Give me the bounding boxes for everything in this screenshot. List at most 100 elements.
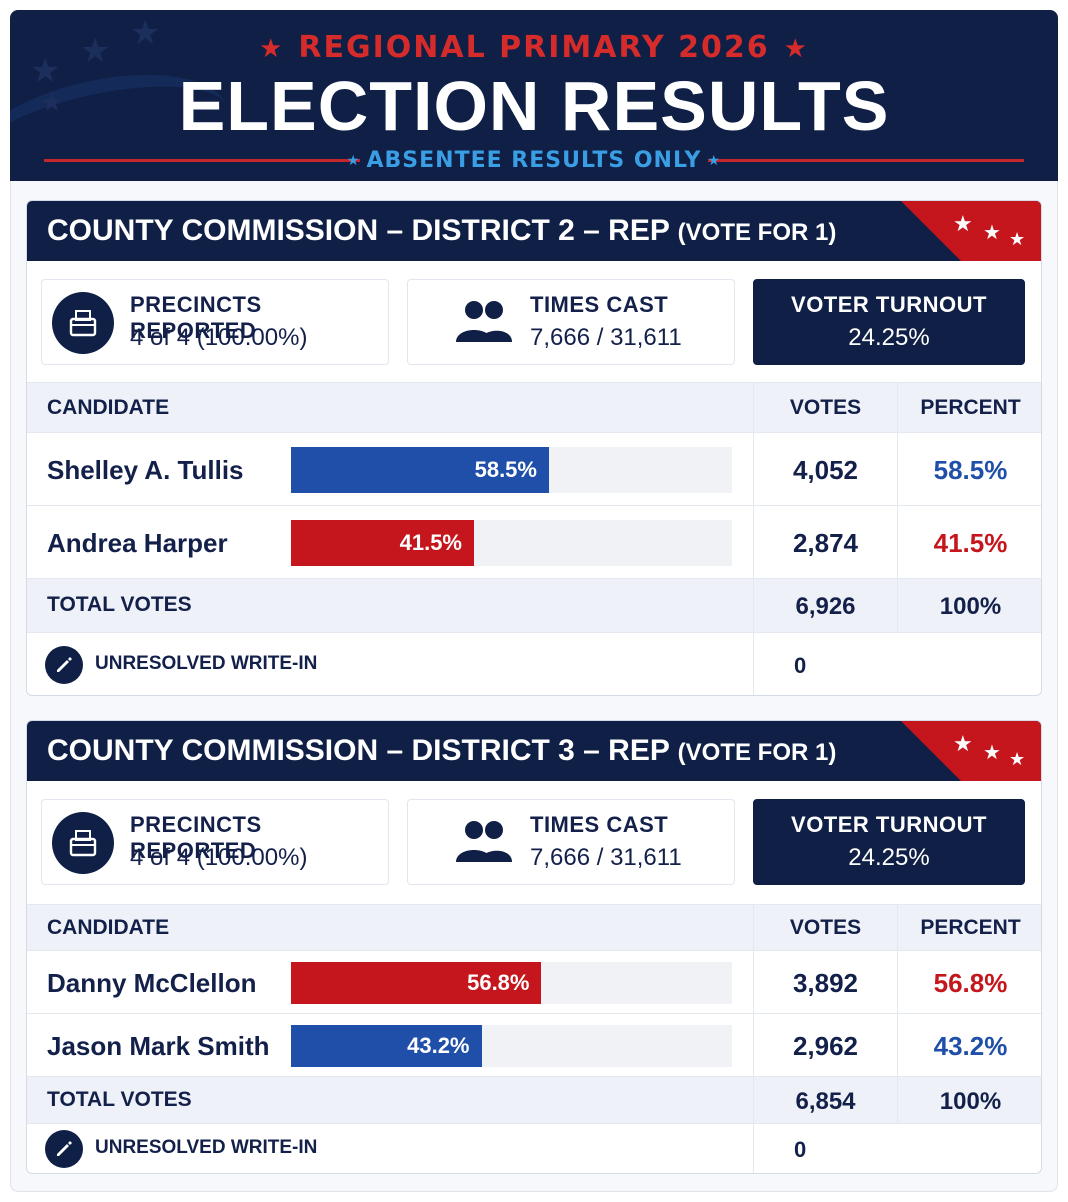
- voter-turnout-card: VOTER TURNOUT 24.25%: [753, 279, 1025, 365]
- star-icon: ★: [783, 34, 809, 64]
- people-icon: [456, 821, 512, 862]
- column-header-votes: VOTES: [753, 905, 897, 950]
- svg-text:★: ★: [1009, 229, 1025, 250]
- candidate-percent: 41.5%: [897, 506, 1041, 578]
- stars-corner-decoration: ★ ★ ★: [901, 201, 1041, 261]
- race-title: COUNTY COMMISSION – DISTRICT 3 – REP (VO…: [47, 734, 836, 768]
- header-subtitle: ★ ABSENTEE RESULTS ONLY ★: [44, 148, 1024, 180]
- voter-turnout-card: VOTER TURNOUT 24.25%: [753, 799, 1025, 885]
- candidate-name: Shelley A. Tullis: [47, 454, 244, 485]
- header-supertitle: ★ REGIONAL PRIMARY 2026 ★: [10, 30, 1058, 65]
- write-in-label: UNRESOLVED WRITE-IN: [95, 1137, 318, 1158]
- race-title-bar: COUNTY COMMISSION – DISTRICT 3 – REP (VO…: [27, 721, 1041, 781]
- vote-share-bar-label: 56.8%: [467, 969, 530, 995]
- race-stats: PRECINCTS REPORTED 4 of 4 (100.00%) TIME…: [41, 279, 1027, 365]
- vote-share-bar-label: 41.5%: [399, 529, 462, 555]
- candidate-row: Shelley A. Tullis 58.5% 4,052 58.5%: [27, 432, 1041, 505]
- candidate-votes: 2,962: [753, 1014, 897, 1076]
- page-title: ELECTION RESULTS: [178, 67, 890, 145]
- column-header-candidate: CANDIDATE: [47, 916, 170, 939]
- total-votes-row: TOTAL VOTES 6,926 100%: [27, 578, 1041, 632]
- vote-for-note: (VOTE FOR 1): [677, 219, 837, 246]
- write-in-votes: 0: [753, 1124, 897, 1173]
- divider: [708, 159, 1024, 162]
- vote-share-bar-track: 43.2%: [291, 1024, 732, 1067]
- column-header-percent: PERCENT: [897, 383, 1041, 432]
- race-card: COUNTY COMMISSION – DISTRICT 2 – REP (VO…: [26, 200, 1042, 696]
- svg-text:★: ★: [953, 212, 973, 237]
- precincts-label: PRECINCTS REPORTED: [130, 812, 262, 863]
- times-cast-card: TIMES CAST 7,666 / 31,611: [407, 279, 735, 365]
- supertitle-text: REGIONAL PRIMARY 2026: [298, 30, 770, 65]
- star-icon: ★: [707, 153, 722, 169]
- vote-share-bar-track: 56.8%: [291, 961, 732, 1004]
- candidate-percent: 56.8%: [897, 951, 1041, 1013]
- candidate-votes: 3,892: [753, 951, 897, 1013]
- svg-text:★: ★: [1009, 749, 1025, 770]
- times-cast-value: 7,666 / 31,611: [530, 844, 682, 871]
- precincts-reported-card: PRECINCTS REPORTED 4 of 4 (100.00%): [41, 799, 389, 885]
- write-in-votes: 0: [753, 633, 897, 695]
- vote-share-bar: 56.8%: [291, 961, 542, 1004]
- total-votes-value: 6,854: [753, 1077, 897, 1123]
- turnout-label: VOTER TURNOUT: [791, 292, 987, 317]
- star-icon: ★: [259, 34, 285, 64]
- star-icon: ★: [346, 153, 361, 169]
- svg-text:★: ★: [983, 740, 1001, 764]
- star-icon: ★: [40, 88, 64, 118]
- candidate-votes: 4,052: [753, 433, 897, 505]
- column-header-votes: VOTES: [753, 383, 897, 432]
- write-in-row: UNRESOLVED WRITE-IN 0: [27, 1123, 1041, 1173]
- times-cast-card: TIMES CAST 7,666 / 31,611: [407, 799, 735, 885]
- ballot-box-icon: [52, 812, 114, 874]
- candidate-percent: 43.2%: [897, 1014, 1041, 1076]
- times-cast-label: TIMES CAST: [530, 292, 669, 317]
- vote-share-bar-label: 43.2%: [407, 1032, 470, 1058]
- race-stats: PRECINCTS REPORTED 4 of 4 (100.00%) TIME…: [41, 799, 1027, 885]
- vote-share-bar-track: 41.5%: [291, 519, 732, 566]
- total-percent-value: 100%: [897, 579, 1041, 632]
- ballot-box-icon: [52, 292, 114, 354]
- pencil-icon: [45, 1130, 83, 1168]
- vote-for-note: (VOTE FOR 1): [677, 739, 837, 766]
- turnout-label: VOTER TURNOUT: [791, 812, 987, 837]
- race-name: COUNTY COMMISSION – DISTRICT 3 – REP: [47, 734, 670, 767]
- race-card: COUNTY COMMISSION – DISTRICT 3 – REP (VO…: [26, 720, 1042, 1174]
- candidate-row: Jason Mark Smith 43.2% 2,962 43.2%: [27, 1013, 1041, 1076]
- precincts-value: 4 of 4 (100.00%): [130, 324, 308, 351]
- people-icon: [456, 301, 512, 342]
- total-percent-value: 100%: [897, 1077, 1041, 1123]
- vote-share-bar: 43.2%: [291, 1024, 482, 1067]
- precincts-reported-card: PRECINCTS REPORTED 4 of 4 (100.00%): [41, 279, 389, 365]
- times-cast-label: TIMES CAST: [530, 812, 669, 837]
- subtitle-text: ABSENTEE RESULTS ONLY: [366, 148, 702, 173]
- candidate-row: Danny McClellon 56.8% 3,892 56.8%: [27, 950, 1041, 1013]
- star-icon: ★: [80, 31, 111, 71]
- candidate-row: Andrea Harper 41.5% 2,874 41.5%: [27, 505, 1041, 578]
- column-header-candidate: CANDIDATE: [47, 396, 170, 419]
- pencil-icon: [45, 646, 83, 684]
- total-votes-row: TOTAL VOTES 6,854 100%: [27, 1076, 1041, 1123]
- write-in-row: UNRESOLVED WRITE-IN 0: [27, 632, 1041, 695]
- candidate-percent: 58.5%: [897, 433, 1041, 505]
- table-header-row: CANDIDATE VOTES PERCENT: [27, 382, 1041, 432]
- precincts-label: PRECINCTS REPORTED: [130, 292, 262, 343]
- turnout-value: 24.25%: [848, 844, 930, 871]
- divider: [44, 159, 360, 162]
- precincts-value: 4 of 4 (100.00%): [130, 844, 308, 871]
- svg-text:★: ★: [983, 220, 1001, 244]
- total-votes-label: TOTAL VOTES: [47, 1087, 192, 1111]
- candidate-name: Jason Mark Smith: [47, 1030, 270, 1061]
- total-votes-value: 6,926: [753, 579, 897, 632]
- race-name: COUNTY COMMISSION – DISTRICT 2 – REP: [47, 214, 670, 247]
- star-icon: ★: [30, 51, 61, 91]
- candidate-name: Andrea Harper: [47, 527, 228, 558]
- vote-share-bar-label: 58.5%: [474, 456, 537, 482]
- write-in-label: UNRESOLVED WRITE-IN: [95, 653, 318, 674]
- page-header: ★ ★ ★ ★ ★ REGIONAL PRIMARY 2026 ★ ELECTION…: [10, 10, 1058, 181]
- total-votes-label: TOTAL VOTES: [47, 593, 192, 616]
- race-title: COUNTY COMMISSION – DISTRICT 2 – REP (VO…: [47, 214, 836, 248]
- times-cast-value: 7,666 / 31,611: [530, 324, 682, 351]
- star-icon: ★: [130, 13, 161, 53]
- vote-share-bar: 58.5%: [291, 446, 549, 493]
